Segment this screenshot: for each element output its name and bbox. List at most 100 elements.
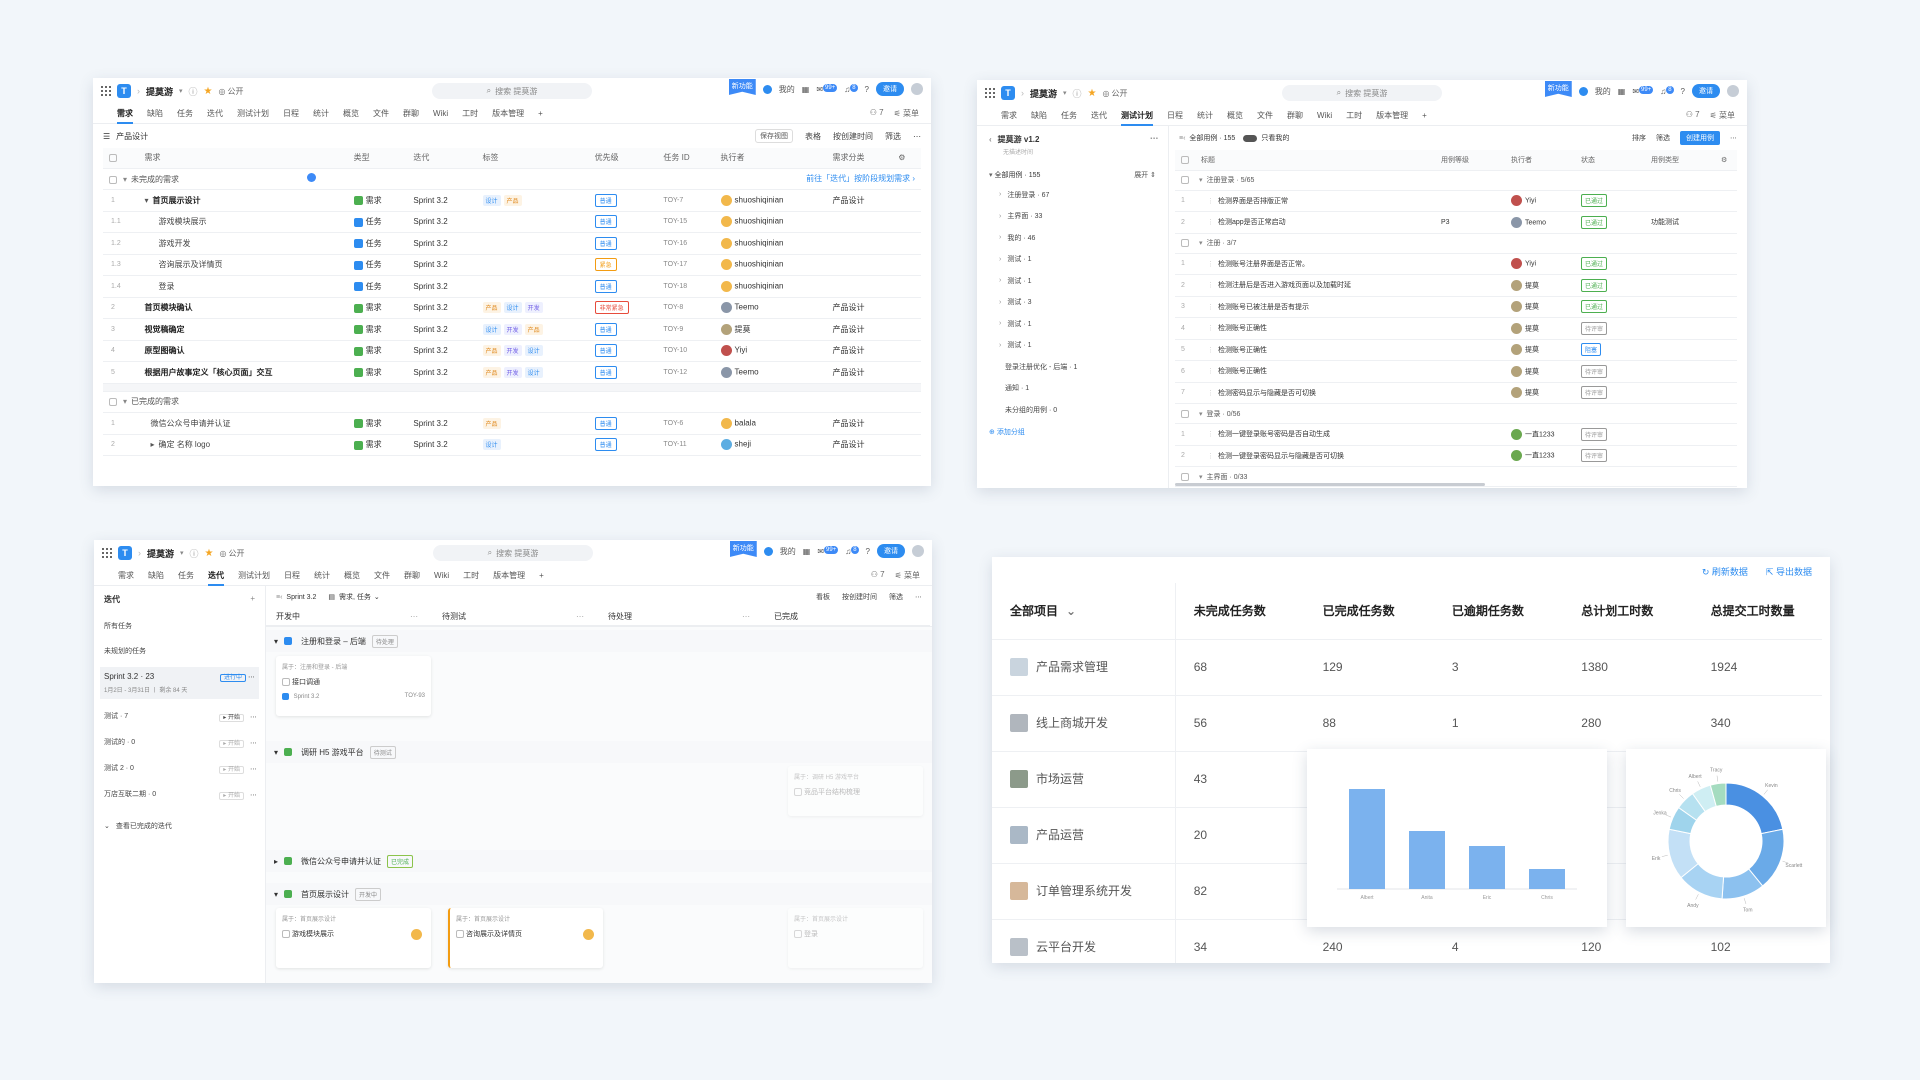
tab-item[interactable]: 缺陷 [147,109,163,118]
tab-item[interactable]: 文件 [373,109,389,118]
group-row[interactable]: ▾ 调研 H5 游戏平台 待测试 [266,741,932,763]
avatar[interactable] [911,83,923,95]
group-row[interactable]: ▾ 未完成的需求 前往「迭代」按阶段规划需求 › [103,168,921,190]
tab-item[interactable]: 群聊 [403,109,419,118]
tab-item[interactable]: 统计 [314,571,330,580]
assignee-cell[interactable]: Teemo [714,361,827,384]
help-icon[interactable]: ? [864,84,869,94]
assignee-cell[interactable]: balala [714,412,827,435]
status-cell[interactable]: 待评审 [1575,423,1645,446]
add-tab-icon[interactable]: + [1422,111,1427,120]
table-row[interactable]: 3 视觉稿确定 需求 Sprint 3.2 设计 开发 产品 普通 TOY-9 提莫 产品设计 [103,318,921,341]
case-title-cell[interactable]: ⋮ 检测app是否正常启动 [1195,211,1435,234]
tab-item[interactable]: 文件 [1257,111,1273,120]
tab-item[interactable]: 工时 [1346,111,1363,120]
checkbox[interactable] [109,398,117,407]
collapse-icon[interactable]: ≡‹ [276,593,283,601]
tab-item[interactable]: 测试计划 [1121,110,1153,126]
iteration-item[interactable]: 测试的 · 0 ▸ 开始 ⋯ [94,729,265,755]
mine-link[interactable]: 我的 [1594,86,1611,96]
card-checkbox[interactable] [794,788,802,797]
tab-item[interactable]: 概览 [344,571,360,580]
project-name[interactable]: 提莫游 [147,548,175,559]
project-cell[interactable]: 市场运营 [992,751,1176,808]
more-icon[interactable]: ⋯ [576,612,584,621]
column-header[interactable]: 用例类型 [1645,150,1715,171]
board-column-header[interactable]: 待处理 ⋯ [598,608,764,626]
more-icon[interactable]: ⋯ [1150,134,1158,143]
more-icon[interactable]: ⋯ [248,674,255,681]
board-view-dropdown[interactable]: 看板 [816,594,830,601]
settings-icon[interactable]: ⚙ [1715,150,1737,171]
case-title-cell[interactable]: ⋮ 检测账号正确性 [1195,317,1435,340]
task-card[interactable]: 属于：调研 H5 游戏平台 竞品平台结构梳理 [788,766,923,816]
star-icon[interactable]: ★ [1087,87,1097,99]
chevron-down-icon[interactable]: ▾ [1063,90,1067,97]
tab-item[interactable]: 日程 [283,109,299,118]
calendar-icon[interactable]: ▦ [802,546,811,556]
checkbox[interactable] [1181,472,1189,481]
visibility[interactable]: ◎ 公开 [219,86,244,97]
checkbox[interactable] [1181,239,1189,248]
search-input[interactable]: ⌕ 搜索 提莫游 [433,545,593,561]
table-view-dropdown[interactable]: 表格 [805,131,821,141]
only-mine-toggle[interactable] [1243,134,1258,142]
checkbox[interactable] [1181,155,1189,164]
more-icon[interactable]: ⋯ [410,612,418,621]
tree-item[interactable]: › 主界面 · 33 [977,206,1168,228]
board-column-header[interactable]: 已完成 [764,608,930,626]
menu-button[interactable]: ⚟ 菜单 [895,570,920,581]
tab-item[interactable]: 工时 [463,571,480,580]
tab-item[interactable]: 迭代 [207,109,223,118]
project-row[interactable]: 线上商城开发 56 88 1 280 340 [992,695,1822,752]
tab-item[interactable]: 任务 [178,571,194,580]
project-cell[interactable]: 线上商城开发 [992,695,1176,752]
assignee-cell[interactable]: 一直1233 [1505,445,1575,467]
status-cell[interactable]: 阻塞 [1575,339,1645,361]
mine-link[interactable]: 我的 [778,84,795,94]
status-dot-icon[interactable] [763,546,773,556]
sprint-selector[interactable]: Sprint 3.2 [286,593,317,601]
card-checkbox[interactable] [456,930,464,939]
tab-item[interactable]: 统计 [1197,111,1213,120]
assignee-cell[interactable]: Yiyi [714,340,827,362]
group-row[interactable]: ▾ 注册和登录 – 后端 待处理 [266,630,932,652]
chevron-down-icon[interactable]: ▾ [144,195,149,205]
status-cell[interactable]: 已通过 [1575,274,1645,297]
drag-handle-icon[interactable]: ⋮ [1207,282,1214,290]
apps-grid-icon[interactable] [101,86,111,96]
tab-item[interactable]: 日程 [1167,111,1183,120]
visibility[interactable]: ◎ 公开 [1103,88,1128,99]
status-dot-icon[interactable] [1578,86,1588,96]
case-group-row[interactable]: ▾ 注册 · 3/7 [1175,233,1737,254]
members-count[interactable]: ⚇ 7 [870,108,884,119]
card-checkbox[interactable] [794,930,802,939]
tree-item[interactable]: › 测试 · 1 [977,270,1168,292]
refresh-button[interactable]: ↻ 刷新数据 [1702,565,1748,578]
column-header[interactable]: 任务 ID [657,148,715,169]
members-count[interactable]: ⚇ 7 [871,570,885,581]
column-header[interactable]: 状态 [1575,150,1645,171]
drag-handle-icon[interactable]: ⋮ [1207,452,1214,460]
case-row[interactable]: 2 ⋮ 检测一键登录密码显示与隐藏是否可切换 一直1233 待评审 [1175,445,1737,467]
column-header[interactable]: 标签 [476,148,589,169]
new-feature-ribbon[interactable]: 新功能 [728,79,756,95]
tree-item[interactable]: › 我的 · 46 [977,227,1168,249]
select-all[interactable] [1175,150,1195,171]
drag-handle-icon[interactable]: ⋮ [1207,260,1214,268]
settings-icon[interactable]: ⚙ [892,148,921,169]
checkbox[interactable] [109,154,117,163]
case-row[interactable]: 6 ⋮ 检测账号正确性 提莫 待评审 [1175,360,1737,383]
notification-icon[interactable]: ♫ 8 [1660,85,1674,96]
task-card[interactable]: 属于：首页展示设计 登录 [788,908,923,968]
tab-item[interactable]: 需求 [1001,111,1017,120]
assignee-cell[interactable]: sheji [714,434,827,456]
tree-item[interactable]: › 测试 · 1 [977,335,1168,357]
tree-item[interactable]: 未分组的用例 · 0 [977,399,1168,421]
status-dot-icon[interactable] [762,84,772,94]
export-button[interactable]: ⇱ 导出数据 [1766,565,1812,578]
sidebar-item-all-tasks[interactable]: 所有任务 [104,622,132,630]
filter-dropdown[interactable]: 筛选 [885,131,901,141]
assignee-cell[interactable]: shuoshiqinian [714,189,827,212]
tab-item[interactable]: 版本管理 [1376,111,1409,120]
